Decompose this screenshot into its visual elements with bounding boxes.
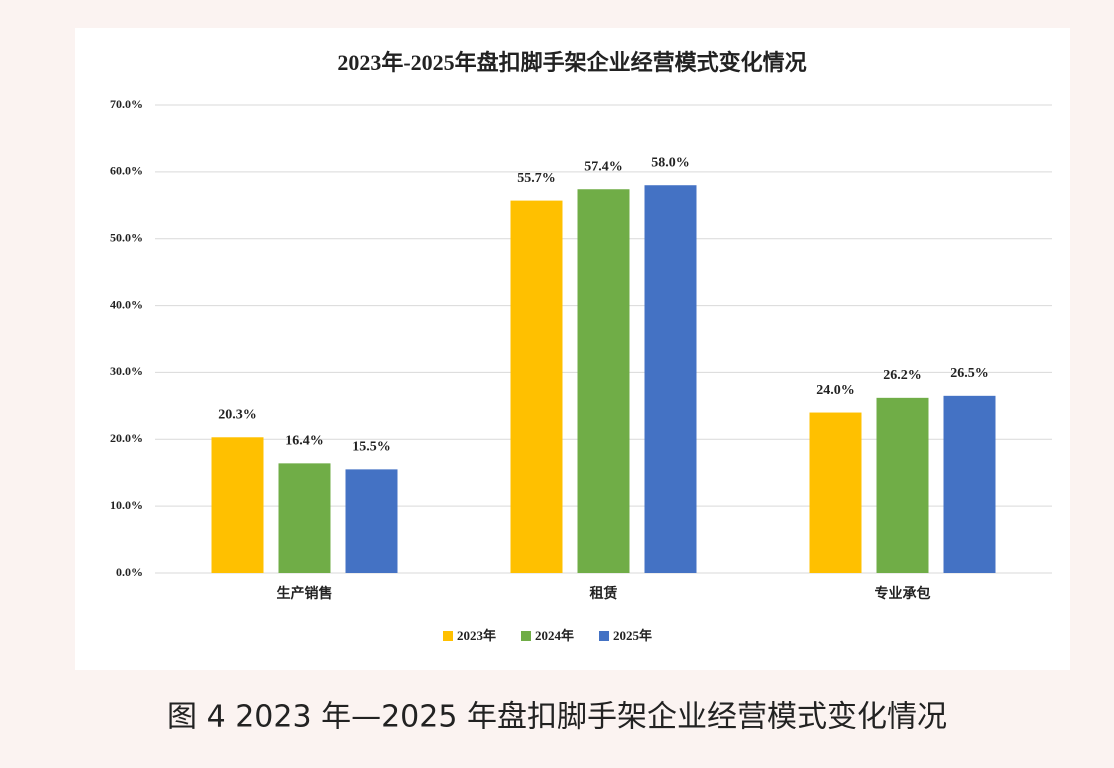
bar bbox=[644, 185, 697, 573]
value-label: 20.3% bbox=[218, 407, 257, 422]
x-tick-label: 生产销售 bbox=[277, 585, 333, 602]
legend-label: 2024年 bbox=[535, 628, 574, 643]
value-label: 57.4% bbox=[584, 159, 623, 174]
bar bbox=[278, 463, 331, 573]
value-label: 15.5% bbox=[352, 440, 391, 455]
legend-swatch bbox=[521, 631, 531, 641]
x-tick-label: 专业承包 bbox=[875, 585, 931, 602]
chart-panel bbox=[75, 28, 1070, 670]
bar bbox=[345, 469, 398, 573]
bar bbox=[510, 200, 563, 573]
y-tick-label: 20.0% bbox=[110, 431, 143, 445]
bar bbox=[809, 412, 862, 573]
legend-label: 2025年 bbox=[613, 628, 652, 643]
value-label: 55.7% bbox=[517, 171, 556, 186]
x-tick-label: 租赁 bbox=[590, 585, 618, 602]
caption: 图 4 2023 年—2025 年盘扣脚手架企业经营模式变化情况 bbox=[167, 700, 947, 735]
y-tick-label: 60.0% bbox=[110, 164, 143, 178]
bar bbox=[211, 437, 264, 573]
y-tick-label: 30.0% bbox=[110, 364, 143, 378]
bar bbox=[943, 395, 996, 573]
value-label: 26.5% bbox=[950, 366, 989, 381]
y-tick-label: 70.0% bbox=[110, 97, 143, 111]
chart-title: 2023年-2025年盘扣脚手架企业经营模式变化情况 bbox=[337, 50, 806, 75]
legend-swatch bbox=[443, 631, 453, 641]
y-tick-label: 0.0% bbox=[116, 565, 143, 579]
legend-label: 2023年 bbox=[457, 628, 496, 643]
y-tick-label: 10.0% bbox=[110, 498, 143, 512]
y-tick-label: 40.0% bbox=[110, 297, 143, 311]
bar bbox=[876, 397, 929, 573]
bar bbox=[577, 189, 630, 574]
value-label: 16.4% bbox=[285, 434, 324, 449]
legend-swatch bbox=[599, 631, 609, 641]
value-label: 26.2% bbox=[883, 368, 922, 383]
value-label: 24.0% bbox=[816, 383, 855, 398]
value-label: 58.0% bbox=[651, 155, 690, 170]
y-tick-label: 50.0% bbox=[110, 230, 143, 244]
